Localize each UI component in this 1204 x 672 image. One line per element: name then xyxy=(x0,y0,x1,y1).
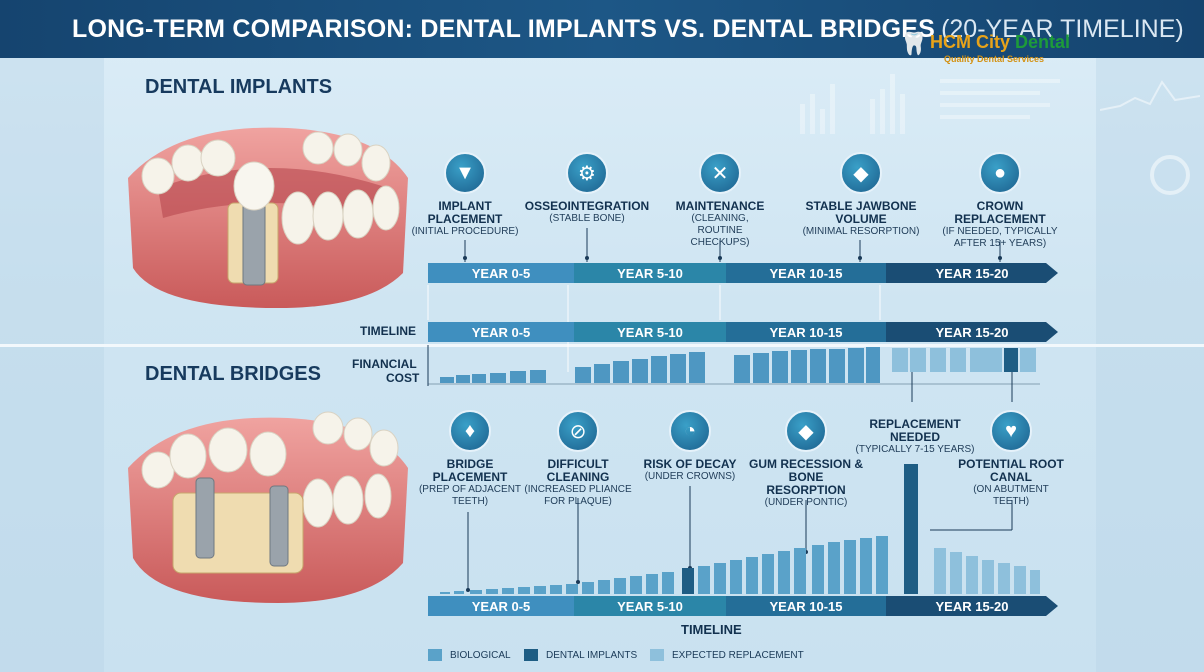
implant-timeline: YEAR 0-5 YEAR 5-10 YEAR 10-15 YEAR 15-20 xyxy=(428,263,1058,283)
financial-cost-label-1: FINANCIAL xyxy=(352,357,417,371)
tooth-gum-icon: ◆ xyxy=(840,152,882,194)
implants-heading: DENTAL IMPLANTS xyxy=(145,76,333,98)
financial-cost-label-2: COST xyxy=(386,371,420,385)
legend-swatch xyxy=(650,649,664,661)
section-divider xyxy=(0,344,1204,347)
no-brush-icon: ⊘ xyxy=(557,410,599,452)
implant-milestone-jawbone: ◆ STABLE JAWBONE VOLUME (MINIMAL RESORPT… xyxy=(800,152,922,238)
gum-icon: ◆ xyxy=(785,410,827,452)
legend-item-expected-replacement: EXPECTED REPLACEMENT xyxy=(650,649,804,661)
page-title: LONG-TERM COMPARISON: DENTAL IMPLANTS VS… xyxy=(72,14,936,43)
bridge-timeline: YEAR 0-5 YEAR 5-10 YEAR 10-15 YEAR 15-20 xyxy=(428,596,1058,616)
bridge-timeline-seg-3: YEAR 10-15 xyxy=(726,596,886,616)
implant-timeline-seg-1: YEAR 0-5 xyxy=(428,263,574,283)
timeline-axis-label: TIMELINE xyxy=(360,324,416,338)
middle-timeline-seg-1: YEAR 0-5 xyxy=(428,322,574,342)
bridge-milestone-replacement: REPLACEMENT NEEDED (TYPICALLY 7-15 YEARS… xyxy=(855,417,975,456)
middle-timeline-seg-2: YEAR 5-10 xyxy=(574,322,726,342)
logo: 🦷 HCM City Dental Quality Dental Service… xyxy=(900,29,1090,69)
middle-timeline-seg-3: YEAR 10-15 xyxy=(726,322,886,342)
implant-timeline-seg-2: YEAR 5-10 xyxy=(574,263,726,283)
root-canal-icon: ♥ xyxy=(990,410,1032,452)
background-decor-chart xyxy=(1100,80,1200,195)
bridge-milestone-root-canal: ♥ POTENTIAL ROOT CANAL (ON ABUTMENT TEET… xyxy=(955,410,1067,508)
background-panel-left xyxy=(0,58,104,672)
tools-icon: ✕ xyxy=(699,152,741,194)
implant-milestone-osseointegration: ⚙ OSSEOINTEGRATION (STABLE BONE) xyxy=(522,152,652,225)
implant-timeline-seg-4: YEAR 15-20 xyxy=(886,263,1058,283)
bridge-timeline-axis-label: TIMELINE xyxy=(681,622,742,637)
legend-item-dental-implants: DENTAL IMPLANTS xyxy=(524,649,637,661)
crown-icon: ● xyxy=(979,152,1021,194)
implant-jaw-illustration xyxy=(128,127,408,308)
background-decor-chart xyxy=(800,74,1060,134)
legend-swatch xyxy=(524,649,538,661)
title-bar: LONG-TERM COMPARISON: DENTAL IMPLANTS VS… xyxy=(0,0,1204,58)
bridge-milestone-decay: ◔ RISK OF DECAY (UNDER CROWNS) xyxy=(640,410,740,483)
page-subtitle: (20-YEAR TIMELINE) xyxy=(941,14,1184,43)
screw-icon: ⚙ xyxy=(566,152,608,194)
bridge-jaw-illustration xyxy=(128,411,408,603)
logo-tagline: Quality Dental Services xyxy=(944,54,1045,64)
middle-timeline: YEAR 0-5 YEAR 5-10 YEAR 10-15 YEAR 15-20 xyxy=(428,322,1058,342)
bridge-timeline-seg-2: YEAR 5-10 xyxy=(574,596,726,616)
implant-icon: ▼ xyxy=(444,152,486,194)
bridge-timeline-seg-4: YEAR 15-20 xyxy=(886,596,1058,616)
implant-milestone-placement: ▼ IMPLANT PLACEMENT (INITIAL PROCEDURE) xyxy=(400,152,530,238)
tooth-icon: ♦ xyxy=(449,410,491,452)
bridge-milestone-placement: ♦ BRIDGE PLACEMENT (PREP OF ADJACENT TEE… xyxy=(418,410,522,508)
background-panel-right xyxy=(1096,58,1204,672)
logo-name: HCM City Dental xyxy=(930,32,1071,52)
legend-item-biological: BIOLOGICAL xyxy=(428,649,511,661)
implant-timeline-seg-3: YEAR 10-15 xyxy=(726,263,886,283)
bridges-heading: DENTAL BRIDGES xyxy=(145,363,321,385)
tooth-logo-icon: 🦷 xyxy=(900,31,928,56)
middle-timeline-seg-4: YEAR 15-20 xyxy=(886,322,1058,342)
bridge-timeline-seg-1: YEAR 0-5 xyxy=(428,596,574,616)
legend-swatch xyxy=(428,649,442,661)
decay-icon: ◔ xyxy=(669,410,711,452)
